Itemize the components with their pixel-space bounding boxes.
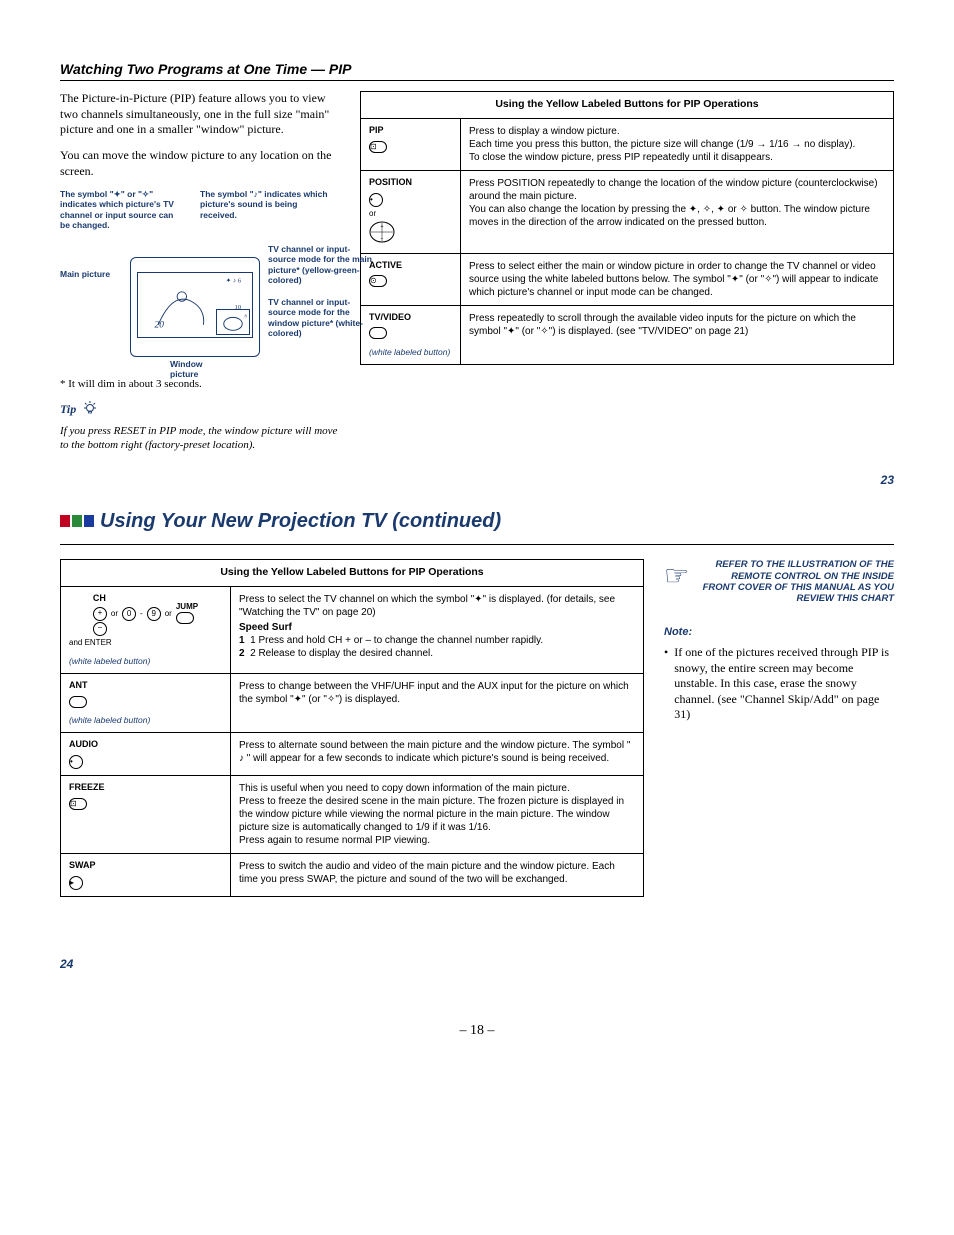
pointing-hand-icon: ☞: [664, 559, 689, 595]
btn-jump-label: JUMP: [176, 602, 198, 611]
callout-tv-main: TV channel or input-source mode for the …: [268, 244, 378, 285]
footer-page-number: – 18 –: [60, 1022, 894, 1040]
ant-button-icon: [69, 696, 87, 708]
svg-text:+: +: [381, 224, 384, 230]
table-row: FREEZE ⊡ This is useful when you need to…: [61, 776, 644, 854]
table-row: PIP ⊡ Press to display a window picture.…: [361, 118, 894, 170]
page-number-23: 23: [60, 473, 894, 489]
btn-pip-label: PIP: [369, 125, 452, 137]
position-button-icon: •: [369, 193, 383, 207]
speed-surf-2: 2 2 Release to display the desired chann…: [239, 647, 635, 660]
btn-swap-label: SWAP: [69, 860, 222, 872]
window-illustration: 8: [217, 310, 249, 334]
tip-label: Tip: [60, 402, 76, 418]
section-title-pip: Watching Two Programs at One Time — PIP: [60, 60, 894, 81]
ch-plus-icon: +: [93, 607, 107, 621]
pip-table-1: Using the Yellow Labeled Buttons for PIP…: [360, 91, 894, 365]
ant-desc: Press to change between the VHF/UHF inpu…: [231, 674, 644, 733]
note-bullet: • If one of the pictures received throug…: [664, 645, 894, 723]
position-or: or: [369, 209, 452, 219]
btn-audio-label: AUDIO: [69, 739, 222, 751]
speed-surf-1: 1 1 Press and hold CH + or – to change t…: [239, 634, 635, 647]
freeze-button-icon: ⊡: [69, 798, 87, 810]
table-row: TV/VIDEO (white labeled button) Press re…: [361, 305, 894, 364]
lightbulb-icon: [82, 399, 98, 420]
digit-9-icon: 9: [147, 607, 161, 621]
pip-table-2: Using the Yellow Labeled Buttons for PIP…: [60, 559, 644, 897]
svg-text:−: −: [381, 236, 384, 242]
table-row: ACTIVE ⊙ Press to select either the main…: [361, 253, 894, 305]
btn-tvvideo-label: TV/VIDEO: [369, 312, 452, 324]
table2-header: Using the Yellow Labeled Buttons for PIP…: [61, 560, 644, 587]
heading-row: Using Your New Projection TV (continued): [60, 508, 894, 545]
table1-header: Using the Yellow Labeled Buttons for PIP…: [361, 92, 894, 119]
jump-button-icon: [176, 612, 194, 624]
main-heading: Using Your New Projection TV (continued): [100, 508, 501, 534]
table-row: POSITION • or +− Press POSITION repeated…: [361, 170, 894, 253]
refer-text: REFER TO THE ILLUSTRATION OF THE REMOTE …: [697, 559, 894, 605]
callout-tv-window: TV channel or input-source mode for the …: [268, 297, 378, 338]
btn-ch-label: CH: [93, 593, 107, 605]
audio-button-icon: •: [69, 755, 83, 769]
tvvideo-white-note: (white labeled button): [369, 347, 452, 358]
tip-text: If you press RESET in PIP mode, the wind…: [60, 424, 340, 453]
callout-main-picture: Main picture: [60, 269, 115, 279]
table-row: CH + − or 0 - 9 or JUMP: [61, 586, 644, 673]
swap-desc: Press to switch the audio and video of t…: [231, 854, 644, 897]
speed-surf-label: Speed Surf: [239, 621, 635, 634]
btn-position-label: POSITION: [369, 177, 452, 189]
ch-white-note: (white labeled button): [69, 656, 222, 667]
table-row: SWAP ▸ Press to switch the audio and vid…: [61, 854, 644, 897]
pip-desc: Press to display a window picture. Each …: [461, 118, 894, 170]
and-enter: and ENTER: [69, 638, 222, 648]
dpad-icon: +−: [369, 221, 395, 243]
lower-left-table: Using the Yellow Labeled Buttons for PIP…: [60, 559, 644, 897]
ch-minus-icon: −: [93, 622, 107, 636]
tvvideo-desc: Press repeatedly to scroll through the a…: [461, 305, 894, 364]
svg-text:20: 20: [155, 321, 165, 331]
tv-frame: ✦ ♪ 6 10 20 8: [130, 257, 260, 357]
svg-text:✦ ♪ 6: ✦ ♪ 6: [226, 277, 242, 285]
audio-desc: Press to alternate sound between the mai…: [231, 733, 644, 776]
callout-symbol-note: The symbol "♪" indicates which picture's…: [200, 189, 330, 220]
right-column-table1: Using the Yellow Labeled Buttons for PIP…: [360, 91, 894, 452]
table-row: ANT (white labeled button) Press to chan…: [61, 674, 644, 733]
note-heading: Note:: [664, 625, 894, 639]
active-desc: Press to select either the main or windo…: [461, 253, 894, 305]
ch-desc-title: Press to select the TV channel on which …: [239, 593, 635, 619]
pip-button-icon: ⊡: [369, 141, 387, 153]
callout-window-picture: Window picture: [170, 359, 230, 379]
intro-para-1: The Picture-in-Picture (PIP) feature all…: [60, 91, 340, 138]
left-column: The Picture-in-Picture (PIP) feature all…: [60, 91, 340, 452]
intro-para-2: You can move the window picture to any l…: [60, 148, 340, 179]
swap-button-icon: ▸: [69, 876, 83, 890]
btn-freeze-label: FREEZE: [69, 782, 222, 794]
position-desc: Press POSITION repeatedly to change the …: [461, 170, 894, 253]
ant-white-note: (white labeled button): [69, 715, 222, 726]
svg-text:8: 8: [245, 314, 248, 319]
tv-diagram: The symbol "✦" or "✧" indicates which pi…: [60, 189, 340, 369]
btn-ant-label: ANT: [69, 680, 222, 692]
lower-right-notes: ☞ REFER TO THE ILLUSTRATION OF THE REMOT…: [664, 559, 894, 897]
page-number-24: 24: [60, 957, 894, 973]
table-row: AUDIO • Press to alternate sound between…: [61, 733, 644, 776]
color-bars-icon: [60, 515, 94, 527]
btn-active-label: ACTIVE: [369, 260, 452, 272]
callout-symbol-arrow: The symbol "✦" or "✧" indicates which pi…: [60, 189, 180, 230]
digit-0-icon: 0: [122, 607, 136, 621]
freeze-desc: This is useful when you need to copy dow…: [231, 776, 644, 854]
